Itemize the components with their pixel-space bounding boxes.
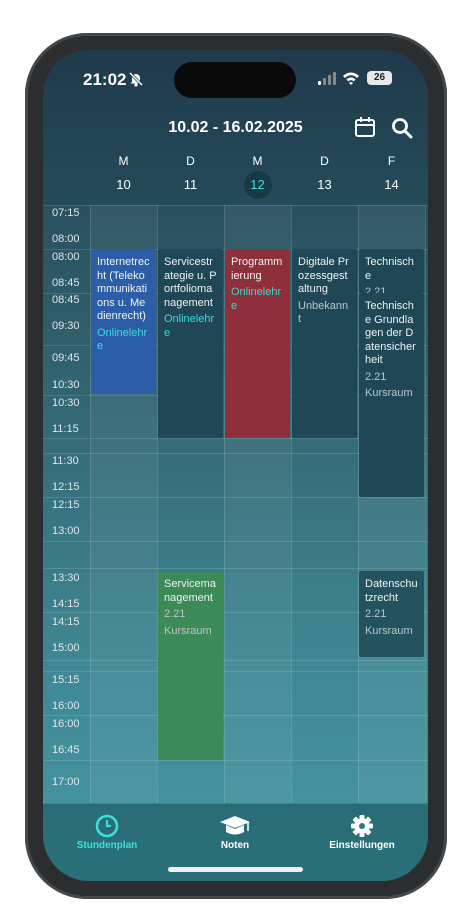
event-card[interactable]: Servicestrategie u. Portfoliomanagement O… — [158, 249, 223, 438]
event-location: Unbekannt — [298, 299, 349, 326]
time-label: 14:15 — [52, 616, 80, 628]
time-label: 08:45 — [52, 277, 80, 289]
grid-line — [43, 568, 428, 569]
time-label: 09:30 — [52, 320, 80, 332]
calendar-icon[interactable] — [354, 116, 376, 138]
event-room: 2.21 — [164, 608, 186, 620]
day-number[interactable]: 11 — [183, 177, 198, 192]
time-label: 09:45 — [52, 352, 80, 364]
time-label: 08:00 — [52, 233, 80, 245]
grid-line — [43, 438, 428, 439]
time-label: 13:00 — [52, 525, 80, 537]
grid-line — [43, 205, 428, 206]
screen: 21:02 26 10.02 - 16.02.2025 — [43, 50, 428, 881]
time-label: 17:00 — [52, 776, 80, 788]
time-label: 16:00 — [52, 700, 80, 712]
event-location: Onlinelehre — [164, 313, 215, 339]
grid-line — [224, 205, 225, 803]
time-label: 08:00 — [52, 251, 80, 263]
nav-label[interactable]: Stundenplan — [76, 840, 138, 851]
event-card[interactable]: Internetrecht (Telekommunikations u. Med… — [91, 249, 156, 393]
time-label: 11:30 — [52, 455, 79, 467]
search-icon[interactable] — [391, 117, 413, 139]
event-title: Technische Grundlagen der Datensicherhei… — [365, 300, 416, 366]
graduation-icon[interactable] — [219, 814, 251, 838]
event-location: Kursraum — [365, 387, 413, 399]
event-title: Digitale Prozessgestaltung — [298, 256, 349, 295]
event-location: Onlinelehre — [97, 326, 148, 353]
grid-line — [43, 497, 428, 498]
grid-line — [90, 205, 91, 803]
event-title: Servicestrategie u. Portfoliomanagement — [164, 256, 217, 309]
day-letter: M — [118, 154, 129, 168]
event-location: Onlinelehre — [231, 286, 282, 312]
day-number[interactable]: 14 — [384, 177, 399, 192]
event-room: 2.21 — [365, 286, 387, 293]
day-number[interactable]: 13 — [317, 177, 332, 192]
grid-line — [43, 612, 428, 613]
grid-line — [43, 541, 428, 542]
time-label: 10:30 — [52, 397, 80, 409]
time-label: 13:30 — [52, 572, 80, 584]
event-title: Programmierung — [231, 256, 283, 282]
event-room: 2.21 — [365, 608, 387, 620]
event-title: Technische — [365, 256, 414, 282]
date-range: 10.02 - 16.02.2025 — [168, 119, 303, 136]
dynamic-island — [174, 62, 296, 98]
event-card[interactable]: Programmierung Onlinelehre — [225, 249, 290, 438]
day-letter: M — [252, 154, 263, 168]
time-label: 15:00 — [52, 642, 80, 654]
battery: 26 — [367, 71, 392, 85]
event-location: Kursraum — [164, 624, 212, 637]
bell-off-icon — [128, 71, 144, 87]
grid-line — [425, 205, 426, 803]
status-time: 21:02 — [83, 70, 127, 89]
event-title: Internetrecht (Telekommunikations u. Med… — [97, 256, 150, 322]
time-label: 08:45 — [52, 294, 80, 306]
time-label: 16:00 — [52, 718, 80, 730]
event-title: Datenschutzrecht — [365, 578, 418, 604]
event-location: Kursraum — [365, 624, 413, 637]
day-number[interactable]: 10 — [116, 177, 131, 192]
event-card[interactable]: Servicemanagement 2.21 Kursraum — [158, 571, 223, 760]
grid-line — [43, 760, 428, 761]
day-letter: D — [320, 154, 329, 168]
nav-label[interactable]: Einstellungen — [329, 840, 395, 851]
grid-line — [157, 205, 158, 803]
time-label: 14:15 — [52, 598, 80, 610]
grid-line — [358, 205, 359, 803]
grid-line — [43, 803, 428, 804]
day-number[interactable]: 12 — [243, 171, 272, 199]
grid-line — [43, 660, 428, 661]
signal-icon — [318, 72, 336, 85]
event-card[interactable]: Digitale Prozessgestaltung Unbekannt — [292, 249, 357, 438]
day-letter: D — [186, 154, 195, 168]
grid-line — [43, 453, 428, 454]
time-label: 12:15 — [52, 481, 80, 493]
event-room: 2.21 — [365, 370, 387, 383]
event-card[interactable]: Datenschutzrecht 2.21 Kursraum — [359, 571, 424, 657]
wifi-icon — [343, 72, 359, 85]
grid-line — [291, 205, 292, 803]
day-letter: F — [387, 154, 396, 168]
time-label: 16:45 — [52, 744, 80, 756]
time-label: 11:15 — [52, 423, 79, 435]
time-label: 15:15 — [52, 674, 80, 686]
home-indicator — [168, 867, 303, 872]
time-label: 10:30 — [52, 379, 80, 391]
time-label: 12:15 — [52, 499, 80, 511]
grid-line — [43, 715, 428, 716]
event-card[interactable]: Technische Grundlagen der Datensicherhei… — [359, 293, 424, 497]
time-label: 07:15 — [52, 207, 80, 219]
event-title: Servicemanagement — [164, 578, 216, 604]
grid-line — [43, 671, 428, 672]
settings-icon[interactable] — [350, 814, 374, 838]
clock-icon[interactable] — [95, 814, 119, 838]
nav-label[interactable]: Noten — [220, 840, 250, 851]
